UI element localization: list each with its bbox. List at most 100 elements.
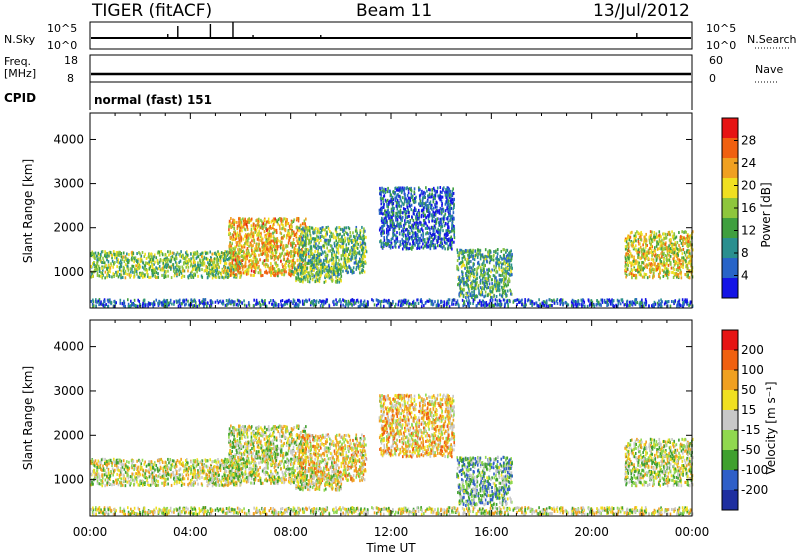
power-cell [399, 232, 401, 235]
power-cell [123, 266, 125, 269]
power-cell [115, 271, 117, 274]
power-cell [281, 237, 283, 240]
power-cell [342, 270, 344, 273]
power-cell [507, 283, 509, 286]
power-cell [396, 231, 398, 234]
power-cell [234, 247, 236, 250]
power-cell [415, 223, 417, 226]
power-cell [625, 245, 627, 248]
power-cell [287, 234, 289, 237]
power-cell [169, 266, 171, 269]
power-cell [631, 272, 633, 275]
power-cell [415, 227, 417, 230]
power-cell [385, 191, 387, 194]
power-cell [137, 275, 139, 278]
power-cell [650, 243, 652, 246]
power-cell [654, 246, 656, 249]
power-cell [673, 248, 675, 251]
power-cell [267, 232, 269, 235]
power-cell [355, 268, 357, 271]
power-cell [268, 218, 270, 221]
power-cell [292, 246, 294, 249]
power-cell [136, 252, 138, 255]
power-cell [320, 239, 322, 242]
power-heatmap-cells [90, 186, 694, 308]
power-cell [355, 261, 357, 264]
power-cell [114, 253, 116, 256]
power-cell [350, 258, 352, 261]
power-cell [475, 278, 477, 281]
power-cell [462, 291, 464, 294]
power-cell [119, 251, 121, 254]
power-cell [357, 243, 359, 246]
power-cell [404, 198, 406, 201]
power-cell [408, 197, 410, 200]
power-cell [245, 228, 247, 231]
power-cell [634, 268, 636, 271]
power-cell [316, 266, 318, 269]
power-cell [645, 243, 647, 246]
power-cell [338, 281, 340, 284]
power-cell [300, 272, 302, 275]
power-cell [274, 262, 276, 265]
power-cell [414, 244, 416, 247]
power-cell [652, 240, 654, 243]
power-cell [126, 252, 128, 255]
power-cell [480, 279, 482, 282]
power-cell [680, 269, 682, 272]
power-cell [335, 272, 337, 275]
power-cell [480, 286, 482, 289]
power-cell [431, 189, 433, 192]
power-cell [257, 226, 259, 229]
power-cell [673, 243, 675, 246]
power-cell [282, 263, 284, 266]
power-cell [483, 270, 485, 273]
power-cell [248, 272, 250, 275]
power-cell [308, 271, 310, 274]
power-cell [644, 276, 646, 279]
power-cell [301, 278, 303, 281]
power-cell [482, 253, 484, 256]
power-cell [686, 257, 688, 260]
power-cell [239, 229, 241, 232]
power-cell [288, 239, 290, 242]
power-cell [424, 195, 426, 198]
power-cell [487, 294, 489, 297]
power-cell [674, 260, 676, 263]
power-cell [673, 260, 675, 263]
power-cell [265, 241, 267, 244]
power-cell [249, 264, 251, 267]
power-cell [457, 283, 459, 286]
power-cell [473, 280, 475, 283]
power-cell [137, 260, 139, 263]
power-cell [436, 190, 438, 193]
power-cell [439, 212, 441, 215]
power-cell [239, 241, 241, 244]
power-cell [409, 204, 411, 207]
power-cell [423, 224, 425, 227]
power-cell [246, 273, 248, 276]
power-cell [253, 270, 255, 273]
power-cell [206, 265, 208, 268]
power-cell [104, 266, 106, 269]
power-cell [650, 230, 652, 233]
power-cell [335, 236, 337, 239]
power-cell [193, 268, 195, 271]
power-cell [382, 200, 384, 203]
power-cell [278, 255, 280, 258]
power-cell [293, 273, 295, 276]
power-cell [217, 272, 219, 275]
power-cell [681, 276, 683, 279]
power-cell [649, 275, 651, 278]
power-cell [468, 256, 470, 259]
power-cell [214, 252, 216, 255]
power-cell [186, 260, 188, 263]
power-cell [659, 247, 661, 250]
power-cell [289, 273, 291, 276]
power-cell [268, 227, 270, 230]
power-cell [459, 249, 461, 252]
power-cell [677, 241, 679, 244]
power-cell [223, 259, 225, 262]
power-cell [479, 276, 481, 279]
power-cell [682, 266, 684, 269]
